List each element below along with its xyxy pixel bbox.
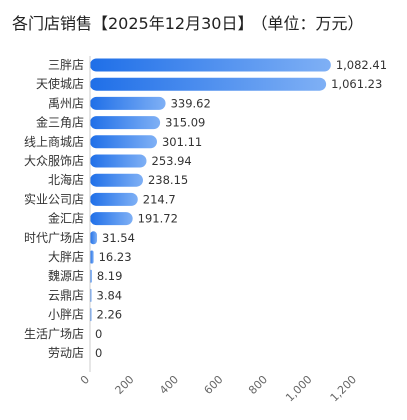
bar-天使城店 xyxy=(90,77,327,91)
value-label: 1,061.23 xyxy=(331,77,382,91)
value-label: 339.62 xyxy=(171,96,211,110)
x-tick-label: 800 xyxy=(246,373,270,397)
bar-金三角店 xyxy=(90,116,161,130)
value-label: 2.26 xyxy=(97,308,123,322)
x-tick-label: 1,000 xyxy=(283,373,314,404)
category-label: 小胖店 xyxy=(48,308,84,322)
x-tick-label: 200 xyxy=(113,373,137,397)
chart-unit-label: （单位：万元） xyxy=(259,14,364,33)
bars-layer: 三胖店 1,082.41 天使城店 1,061.23 禹州店 339.62 金三角店 315.… xyxy=(24,58,387,360)
value-label: 315.09 xyxy=(165,116,205,130)
chart-title-text: 各门店销售【2025年12月30日】 xyxy=(12,14,254,33)
category-label: 劳动店 xyxy=(48,346,84,360)
category-label: 禹州店 xyxy=(48,96,84,110)
x-tick-label: 1,200 xyxy=(328,373,359,404)
bar-大胖店 xyxy=(90,250,94,264)
value-label: 16.23 xyxy=(99,250,132,264)
chart-title: 各门店销售【2025年12月30日】 （单位：万元） xyxy=(12,10,363,34)
category-label: 金三角店 xyxy=(36,115,84,130)
category-label: 实业公司店 xyxy=(24,191,84,206)
value-label: 253.94 xyxy=(152,154,192,168)
value-label: 8.19 xyxy=(97,269,123,283)
bar-禹州店 xyxy=(90,96,166,110)
category-label: 金汇店 xyxy=(48,211,84,226)
category-label: 天使城店 xyxy=(36,76,84,91)
value-label: 0 xyxy=(95,327,102,341)
value-label: 3.84 xyxy=(97,288,123,302)
category-label: 大众服饰店 xyxy=(24,154,84,168)
value-label: 301.11 xyxy=(162,135,202,149)
category-label: 三胖店 xyxy=(48,58,84,72)
bar-大众服饰店 xyxy=(90,154,147,168)
bar-金汇店 xyxy=(90,212,133,226)
value-label: 31.54 xyxy=(102,231,135,245)
category-label: 时代广场店 xyxy=(24,231,84,245)
bar-时代广场店 xyxy=(90,231,98,245)
category-label: 线上商城店 xyxy=(24,134,84,149)
category-label: 北海店 xyxy=(48,172,84,187)
value-label: 191.72 xyxy=(138,212,178,226)
x-tick-label: 600 xyxy=(202,373,226,397)
value-label: 1,082.41 xyxy=(336,58,387,72)
category-label: 魏源店 xyxy=(48,268,84,283)
value-label: 238.15 xyxy=(148,173,188,187)
value-label: 0 xyxy=(95,346,102,360)
bar-北海店 xyxy=(90,173,143,187)
bar-三胖店 xyxy=(90,58,331,72)
bar-线上商城店 xyxy=(90,135,157,149)
x-tick-label: 0 xyxy=(78,373,92,387)
bar-实业公司店 xyxy=(90,192,138,206)
category-label: 云鼎店 xyxy=(48,288,84,302)
category-label: 大胖店 xyxy=(48,250,84,264)
x-tick-label: 400 xyxy=(157,373,181,397)
category-label: 生活广场店 xyxy=(24,327,84,341)
value-label: 214.7 xyxy=(143,192,176,206)
